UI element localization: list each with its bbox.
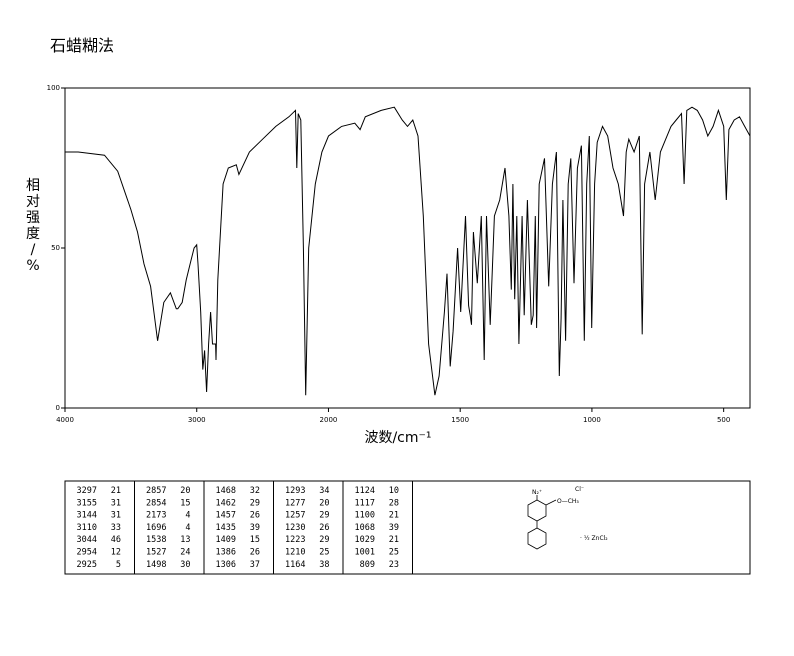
peak-wavenumber: 1498	[146, 560, 166, 570]
peak-wavenumber: 1306	[216, 560, 236, 570]
structure-label: O—CH₃	[557, 498, 579, 505]
peak-wavenumber: 1696	[146, 523, 166, 533]
x-tick-label: 1000	[583, 416, 601, 424]
peak-wavenumber: 2857	[146, 486, 166, 496]
peak-intensity: 32	[250, 486, 260, 496]
x-tick-label: 1500	[451, 416, 469, 424]
peak-wavenumber: 1068	[355, 523, 375, 533]
x-tick-label: 500	[717, 416, 730, 424]
peak-intensity: 10	[389, 486, 399, 496]
peak-intensity: 21	[389, 511, 399, 521]
peak-wavenumber: 1001	[355, 548, 375, 558]
peak-intensity: 26	[250, 511, 260, 521]
peak-intensity: 13	[180, 535, 190, 545]
peak-intensity: 46	[111, 535, 121, 545]
peak-wavenumber: 1117	[355, 498, 375, 508]
peak-intensity: 5	[116, 560, 121, 570]
peak-intensity: 25	[389, 548, 399, 558]
peak-wavenumber: 1538	[146, 535, 166, 545]
y-tick-label: 0	[56, 404, 60, 412]
peak-wavenumber: 1277	[285, 498, 305, 508]
peak-wavenumber: 2954	[77, 548, 97, 558]
peak-wavenumber: 1462	[216, 498, 236, 508]
peak-wavenumber: 2854	[146, 498, 166, 508]
y-tick-label: 50	[51, 244, 60, 252]
peak-wavenumber: 1293	[285, 486, 305, 496]
peak-intensity: 31	[111, 511, 121, 521]
y-axis-label: 相对强度/%	[26, 178, 40, 274]
peak-intensity: 15	[180, 498, 190, 508]
peak-intensity: 23	[389, 560, 399, 570]
peak-wavenumber: 3144	[77, 511, 97, 521]
plot-frame	[64, 87, 751, 409]
peak-intensity: 26	[250, 548, 260, 558]
y-label-char: 对	[26, 194, 40, 210]
peak-wavenumber: 1435	[216, 523, 236, 533]
peak-intensity: 39	[250, 523, 260, 533]
peak-intensity: 38	[319, 560, 329, 570]
peak-intensity: 28	[389, 498, 399, 508]
peak-intensity: 20	[319, 498, 329, 508]
peak-intensity: 37	[250, 560, 260, 570]
peak-wavenumber: 1468	[216, 486, 236, 496]
peak-intensity: 26	[319, 523, 329, 533]
peak-wavenumber: 3155	[77, 498, 97, 508]
y-label-char: /	[31, 242, 36, 258]
peak-intensity: 29	[250, 498, 260, 508]
table-frame	[64, 480, 751, 575]
peak-wavenumber: 1386	[216, 548, 236, 558]
spectrum-line	[65, 106, 751, 396]
x-tick-label: 3000	[188, 416, 206, 424]
peak-wavenumber: 1223	[285, 535, 305, 545]
peak-wavenumber: 809	[360, 560, 375, 570]
peak-wavenumber: 1457	[216, 511, 236, 521]
peak-wavenumber: 2925	[77, 560, 97, 570]
x-axis-label: 波数/cm⁻¹	[364, 430, 431, 446]
peak-wavenumber: 2173	[146, 511, 166, 521]
peak-intensity: 29	[319, 511, 329, 521]
peak-intensity: 31	[111, 498, 121, 508]
peak-intensity: 20	[180, 486, 190, 496]
y-tick-label: 100	[47, 84, 60, 92]
chart-title: 石蜡糊法	[50, 36, 114, 55]
peak-intensity: 25	[319, 548, 329, 558]
peak-wavenumber: 1210	[285, 548, 305, 558]
y-label-char: %	[26, 258, 39, 274]
peak-intensity: 33	[111, 523, 121, 533]
peak-wavenumber: 1257	[285, 511, 305, 521]
peak-intensity: 39	[389, 523, 399, 533]
peak-intensity: 30	[180, 560, 190, 570]
structure-label: Cl⁻	[575, 486, 584, 493]
peak-wavenumber: 1164	[285, 560, 305, 570]
y-label-char: 相	[26, 178, 40, 194]
x-tick-label: 2000	[320, 416, 338, 424]
peak-wavenumber: 1100	[355, 511, 375, 521]
peak-intensity: 34	[319, 486, 329, 496]
structure	[527, 495, 557, 550]
peak-intensity: 4	[185, 523, 190, 533]
peak-intensity: 12	[111, 548, 121, 558]
peak-intensity: 15	[250, 535, 260, 545]
y-label-char: 度	[26, 226, 40, 242]
peak-wavenumber: 3044	[77, 535, 97, 545]
peak-wavenumber: 1527	[146, 548, 166, 558]
x-tick-label: 4000	[56, 416, 74, 424]
peak-wavenumber: 1230	[285, 523, 305, 533]
peak-intensity: 21	[111, 486, 121, 496]
peak-intensity: 29	[319, 535, 329, 545]
peak-intensity: 24	[180, 548, 190, 558]
y-label-char: 强	[26, 210, 40, 226]
peak-intensity: 4	[185, 511, 190, 521]
peak-intensity: 21	[389, 535, 399, 545]
peak-wavenumber: 1409	[216, 535, 236, 545]
peak-wavenumber: 1124	[355, 486, 375, 496]
peak-wavenumber: 3110	[77, 523, 97, 533]
structure-label: · ½ ZnCl₂	[580, 535, 608, 542]
peak-wavenumber: 1029	[355, 535, 375, 545]
peak-wavenumber: 3297	[77, 486, 97, 496]
structure-label: N₂⁺	[532, 489, 542, 496]
